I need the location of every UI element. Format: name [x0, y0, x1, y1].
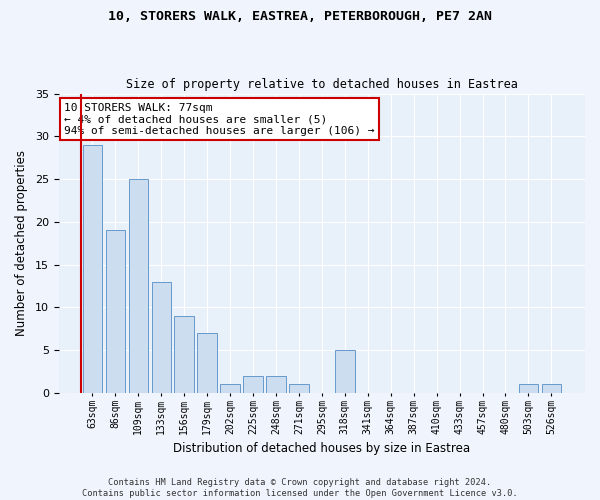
Bar: [518, 384, 538, 393]
Bar: [152, 282, 171, 393]
Bar: [289, 384, 309, 393]
Text: Contains HM Land Registry data © Crown copyright and database right 2024.
Contai: Contains HM Land Registry data © Crown c…: [82, 478, 518, 498]
Bar: [175, 316, 194, 393]
Bar: [542, 384, 561, 393]
Bar: [220, 384, 240, 393]
Text: 10, STORERS WALK, EASTREA, PETERBOROUGH, PE7 2AN: 10, STORERS WALK, EASTREA, PETERBOROUGH,…: [108, 10, 492, 23]
Bar: [266, 376, 286, 393]
X-axis label: Distribution of detached houses by size in Eastrea: Distribution of detached houses by size …: [173, 442, 470, 455]
Bar: [128, 179, 148, 393]
Text: 10 STORERS WALK: 77sqm
← 4% of detached houses are smaller (5)
94% of semi-detac: 10 STORERS WALK: 77sqm ← 4% of detached …: [64, 102, 374, 136]
Bar: [244, 376, 263, 393]
Bar: [83, 145, 102, 393]
Title: Size of property relative to detached houses in Eastrea: Size of property relative to detached ho…: [126, 78, 518, 91]
Y-axis label: Number of detached properties: Number of detached properties: [15, 150, 28, 336]
Bar: [106, 230, 125, 393]
Bar: [197, 333, 217, 393]
Bar: [335, 350, 355, 393]
